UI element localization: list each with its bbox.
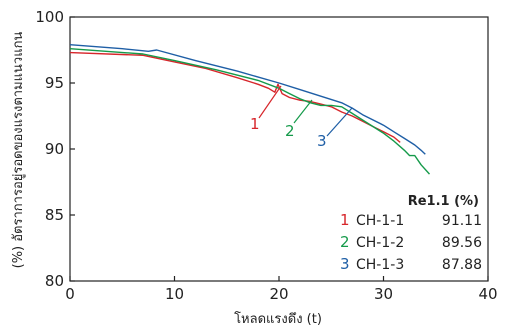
series-line-2 (69, 48, 431, 175)
x-tick-label: 10 (165, 285, 184, 303)
y-tick-label: 85 (45, 206, 64, 224)
callout-label-2: 2 (285, 122, 295, 140)
x-tick-label: 20 (269, 285, 288, 303)
legend-number-1: 1 (340, 211, 350, 229)
callout-label-3: 3 (317, 132, 327, 150)
legend-value-3: 87.88 (442, 257, 482, 273)
legend-title: Re1.1 (%) (408, 194, 479, 209)
y-tick-label: 95 (45, 74, 64, 92)
series-line-3 (69, 44, 426, 155)
callout-leader-1 (258, 85, 282, 119)
legend-value-1: 91.11 (442, 213, 482, 229)
callouts: 1 2 3 (250, 85, 353, 150)
x-tick-label: 30 (374, 285, 393, 303)
legend-label-2: CH-1-2 (356, 235, 404, 251)
y-axis-title: (%) อัตราการอยู่รอดของแรงตามแนวแกน (11, 32, 26, 269)
y-tick-label: 100 (35, 8, 64, 26)
legend: Re1.1 (%) 1 CH-1-1 91.11 2 CH-1-2 89.56 3 CH-1-3… (340, 194, 482, 273)
callout-leader-3 (326, 107, 353, 137)
series-line-1 (69, 51, 401, 143)
series-layer (69, 44, 431, 175)
legend-value-2: 89.56 (442, 235, 482, 251)
axes: 0 10 20 30 40 80 85 90 95 100 (35, 8, 497, 303)
legend-label-1: CH-1-1 (356, 213, 404, 229)
y-tick-label: 80 (45, 272, 64, 290)
x-axis-title: โหลดแรงดึง (t) (234, 311, 322, 327)
legend-number-3: 3 (340, 255, 350, 273)
callout-leader-2 (293, 99, 313, 124)
callout-label-1: 1 (250, 115, 260, 133)
plot-frame (69, 16, 489, 282)
y-tick-label: 90 (45, 140, 64, 158)
x-tick-label: 0 (65, 285, 75, 303)
x-tick-label: 40 (478, 285, 497, 303)
legend-label-3: CH-1-3 (356, 257, 404, 273)
legend-number-2: 2 (340, 233, 350, 251)
